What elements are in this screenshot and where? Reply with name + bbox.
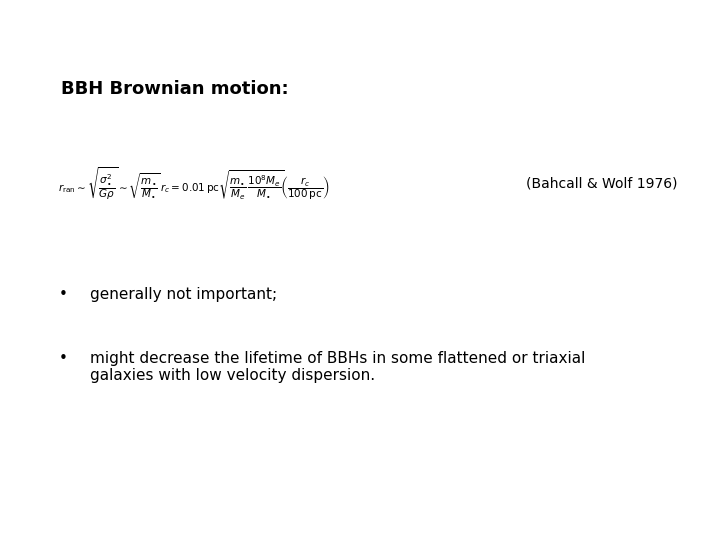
Text: •: • [59, 287, 68, 302]
Text: generally not important;: generally not important; [90, 287, 277, 302]
Text: BBH Brownian motion:: BBH Brownian motion: [61, 80, 289, 98]
Text: •: • [59, 351, 68, 366]
Text: (Bahcall & Wolf 1976): (Bahcall & Wolf 1976) [526, 177, 677, 191]
Text: $r_{\rm ran} \sim \sqrt{\dfrac{\sigma_{\bullet}^2}{G\rho}} \sim \sqrt{\dfrac{m_{: $r_{\rm ran} \sim \sqrt{\dfrac{\sigma_{\… [58, 165, 329, 202]
Text: might decrease the lifetime of BBHs in some flattened or triaxial
galaxies with : might decrease the lifetime of BBHs in s… [90, 351, 585, 383]
